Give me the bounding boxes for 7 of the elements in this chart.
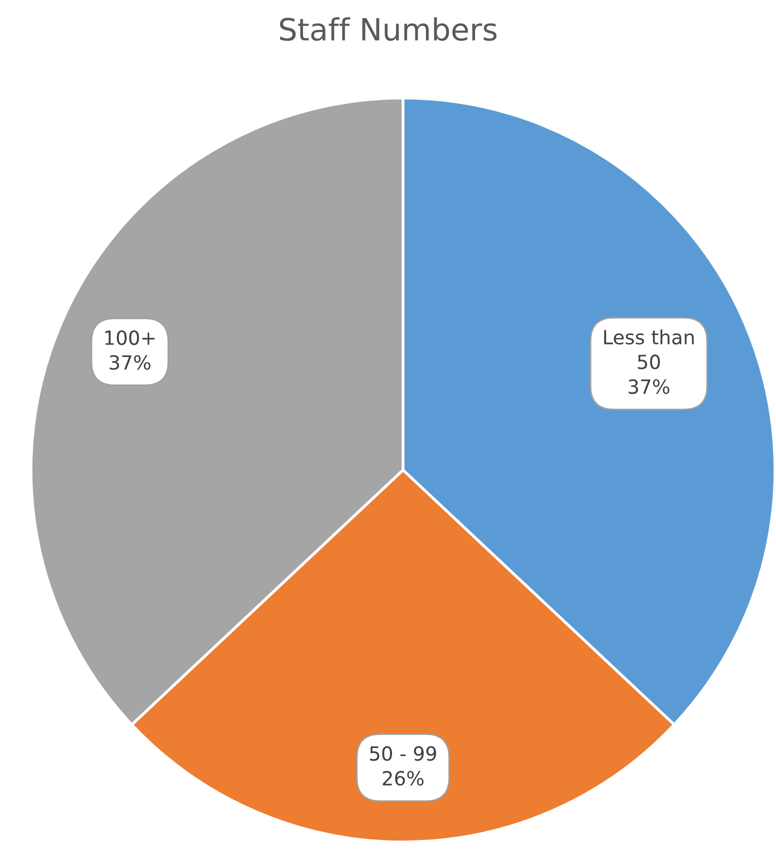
data-label: 26% (382, 770, 424, 786)
chart-title: Staff Numbers (280, 17, 497, 41)
slice-label: Less than 50 (604, 329, 694, 370)
data-label: 37% (110, 355, 150, 370)
slice-label: 100+ (105, 330, 155, 346)
slice-label: 50 - 99 (370, 746, 436, 761)
data-label: 37% (628, 379, 670, 394)
